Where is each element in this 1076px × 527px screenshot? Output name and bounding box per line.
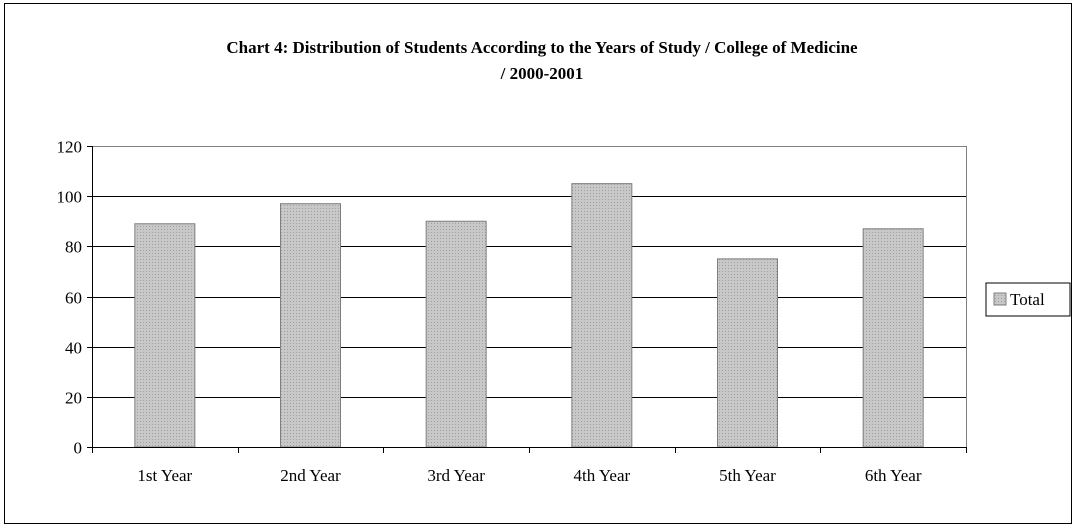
- y-tick-label: 80: [65, 238, 82, 257]
- x-tick-label: 6th Year: [865, 466, 922, 485]
- bar-3rd-year: [425, 220, 487, 448]
- x-tick-label: 5th Year: [719, 466, 776, 485]
- bar-6th-year: [862, 228, 924, 448]
- y-tick-label: 40: [65, 339, 82, 358]
- bar-4th-year: [571, 183, 633, 448]
- y-tick-label: 60: [65, 289, 82, 308]
- chart-title-line-2: / 2000-2001: [500, 64, 584, 83]
- legend-swatch: [993, 292, 1007, 306]
- bar-5th-year: [717, 258, 778, 448]
- y-tick-label: 100: [57, 188, 83, 207]
- bar-2nd-year: [280, 203, 341, 448]
- gridlines: [92, 146, 966, 398]
- bars: [134, 183, 924, 448]
- y-tick-label: 0: [74, 439, 83, 458]
- y-axis: 0 20 40 60 80 100 120: [57, 138, 93, 458]
- x-axis: 1st Year 2nd Year 3rd Year 4th Year 5th Year…: [92, 447, 967, 485]
- bar-1st-year: [134, 223, 196, 448]
- legend-label: Total: [1010, 290, 1045, 309]
- y-tick-label: 120: [57, 138, 83, 157]
- legend: Total: [985, 282, 1071, 317]
- x-tick-label: 1st Year: [137, 466, 192, 485]
- x-tick-label: 4th Year: [573, 466, 630, 485]
- x-tick-label: 2nd Year: [280, 466, 341, 485]
- chart-title-line-1: Chart 4: Distribution of Students Accord…: [226, 38, 858, 57]
- bar-chart: Chart 4: Distribution of Students Accord…: [57, 38, 1071, 485]
- x-tick-label: 3rd Year: [427, 466, 485, 485]
- y-tick-label: 20: [65, 389, 82, 408]
- chart-frame: Chart 4: Distribution of Students Accord…: [4, 3, 1072, 524]
